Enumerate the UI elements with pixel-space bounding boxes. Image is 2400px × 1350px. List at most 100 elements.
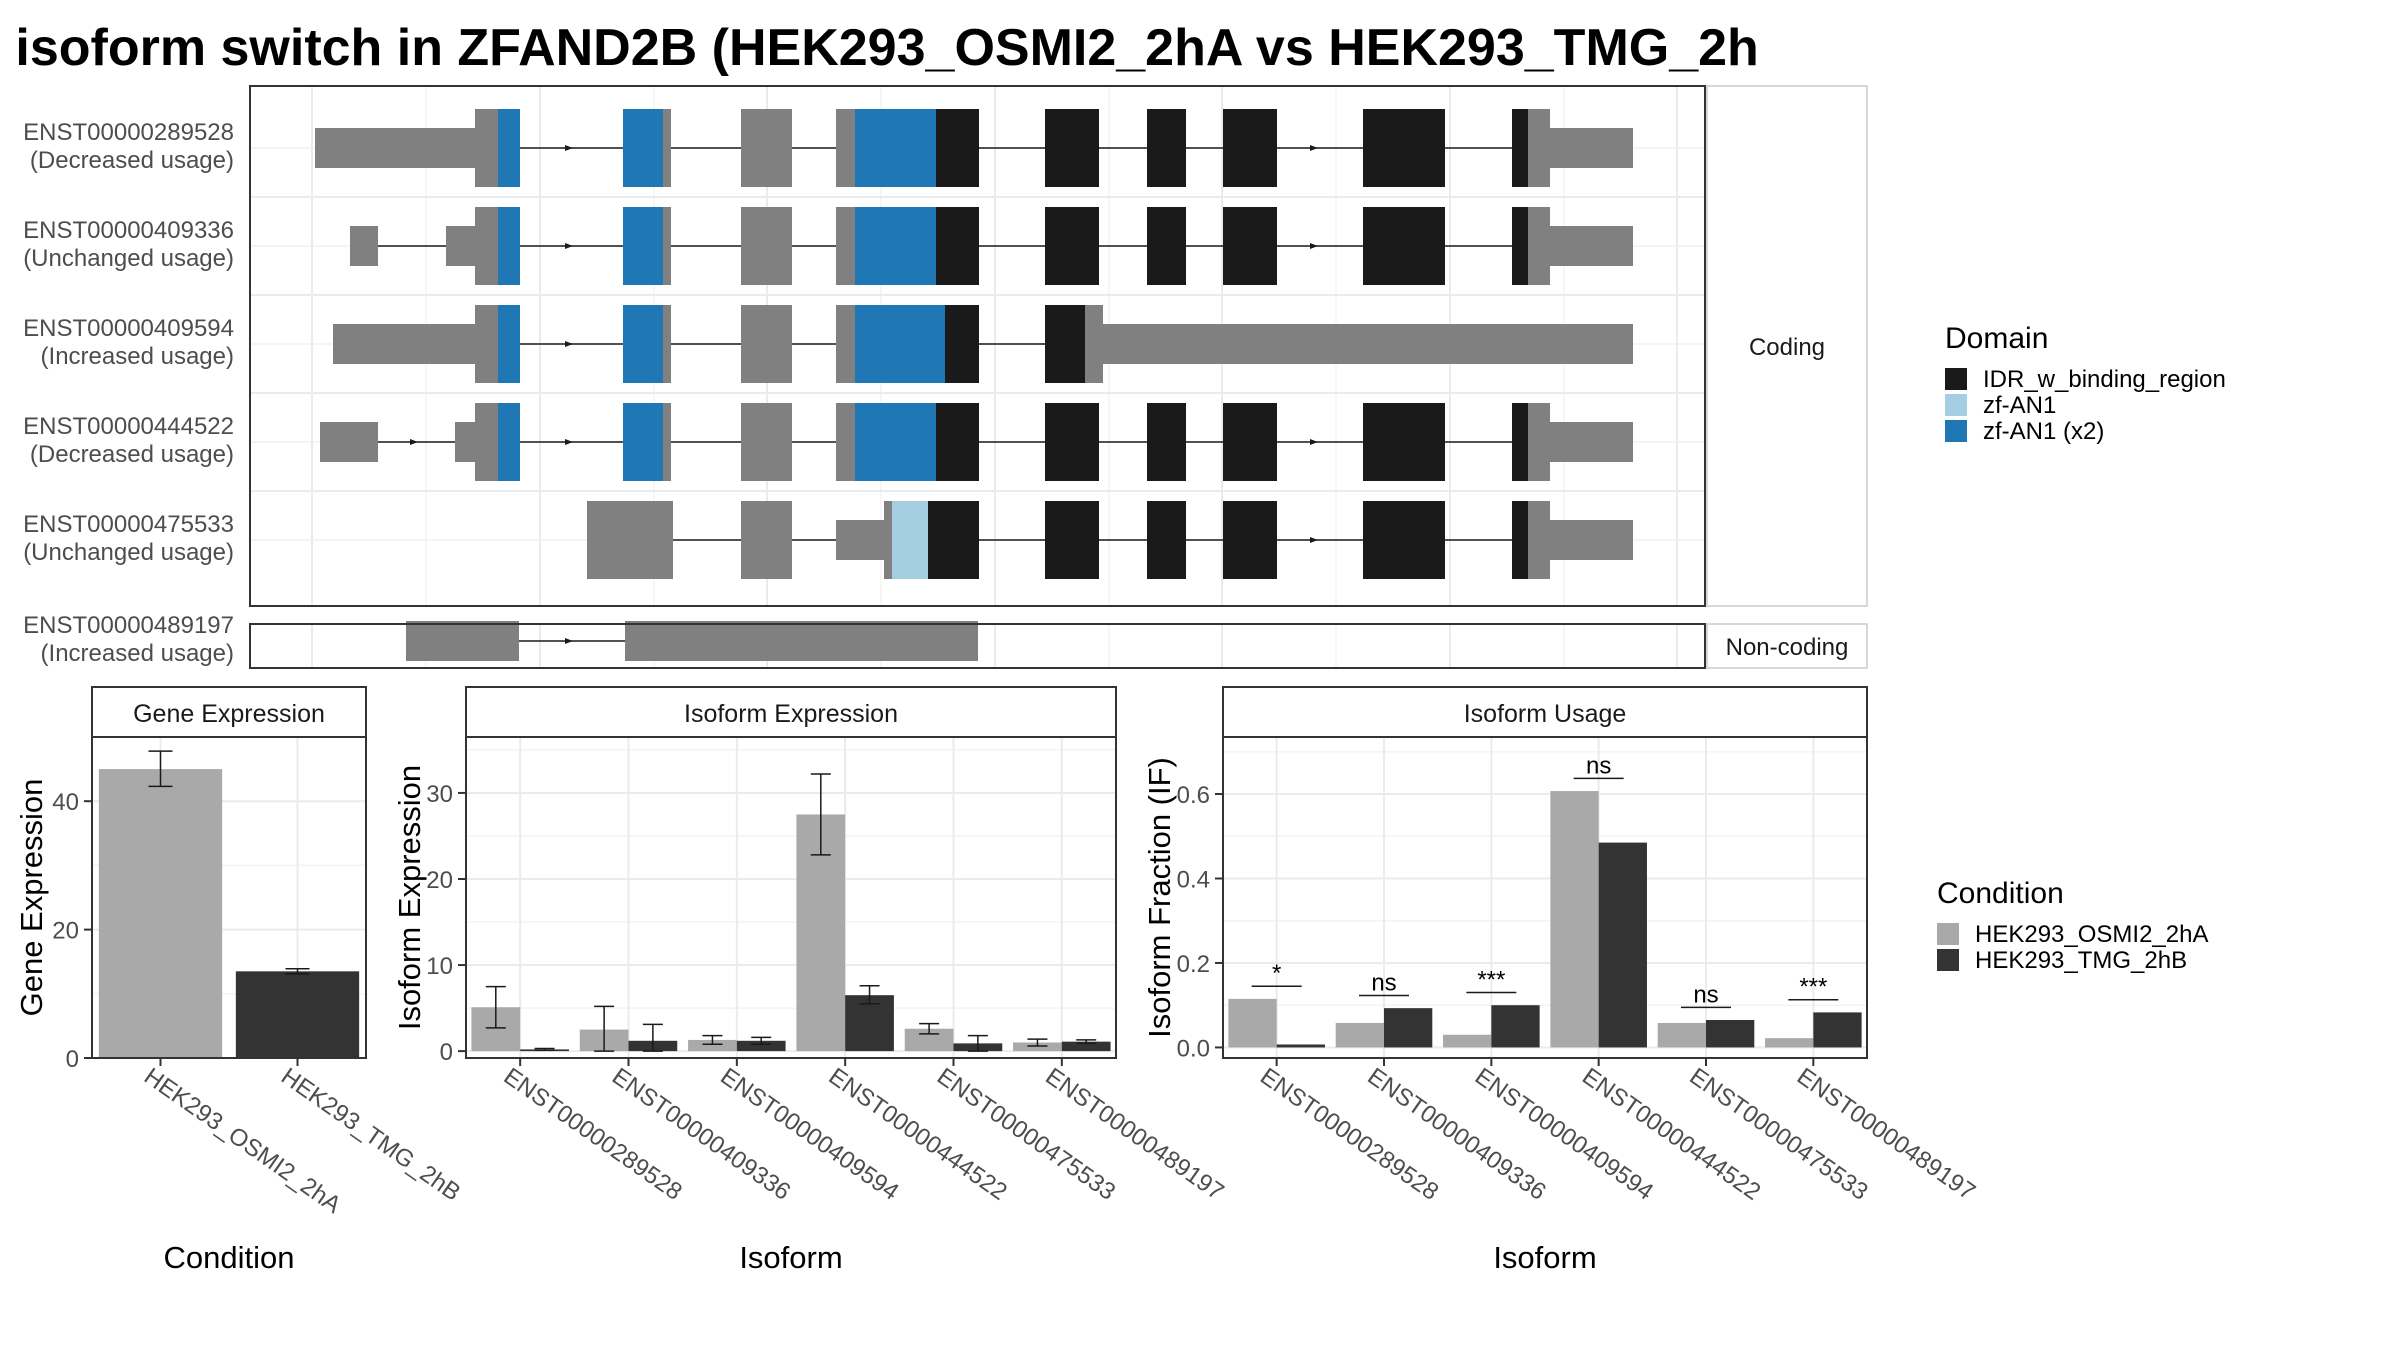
zf-an1-domain-block <box>855 109 936 187</box>
intron-arrow <box>1310 243 1318 249</box>
y-tick-label: 0 <box>66 1046 79 1073</box>
y-tick-label: 0.0 <box>1177 1035 1210 1062</box>
bar-HEK293_OSMI2_2hA <box>98 769 223 1058</box>
exon <box>587 501 673 579</box>
x-axis-title: Condition <box>164 1240 295 1275</box>
bar-osmi2-ENST00000409336 <box>1335 1022 1384 1048</box>
chart-2: Isoform Expression 0 10 20 30 ENST00000289528… <box>392 686 1229 1275</box>
exon <box>475 305 498 383</box>
exon <box>350 226 378 266</box>
y-axis-title: Isoform Fraction (IF) <box>1142 757 1177 1038</box>
chart-title: Isoform Expression <box>684 700 898 728</box>
idr-domain-block <box>1223 403 1277 481</box>
transcript-usage: (Unchanged usage) <box>23 245 234 272</box>
exon <box>663 109 671 187</box>
idr-domain-block <box>936 403 979 481</box>
x-tick-label: ENST00000444522 <box>824 1063 1012 1206</box>
chart-title: Isoform Usage <box>1464 700 1627 728</box>
transcript-id: ENST00000409336 <box>23 217 234 244</box>
y-tick-label: 20 <box>426 867 453 894</box>
legend-condition-key <box>1937 923 1959 945</box>
idr-domain-block <box>1045 109 1099 187</box>
exon <box>836 207 855 285</box>
x-tick-label: ENST00000409336 <box>607 1063 795 1206</box>
bar-tmg-ENST00000475533 <box>1706 1019 1755 1048</box>
idr-domain-block <box>1512 207 1528 285</box>
transcript-id: ENST00000409594 <box>23 315 234 342</box>
y-tick-label: 0.2 <box>1177 951 1210 978</box>
intron-arrow <box>565 145 573 151</box>
exon <box>315 128 475 168</box>
legend-domain-label: zf-AN1 (x2) <box>1983 418 2104 445</box>
y-tick-label: 30 <box>426 781 453 808</box>
idr-domain-block <box>1045 403 1099 481</box>
exon <box>836 305 855 383</box>
transcript-usage: (Increased usage) <box>41 640 234 667</box>
transcript-usage: (Unchanged usage) <box>23 539 234 566</box>
exon <box>663 207 671 285</box>
figure-title-text: e isoform switch in ZFAND2B (HEK293_OSMI… <box>0 19 1759 77</box>
idr-domain-block <box>1045 501 1099 579</box>
idr-domain-block <box>1223 109 1277 187</box>
zf-an1-domain-block <box>623 305 663 383</box>
idr-domain-block <box>1512 109 1528 187</box>
isoform-structure-panel: ENST00000289528(Decreased usage) ENST0000… <box>23 85 1868 669</box>
y-axis-title: Gene Expression <box>14 779 49 1017</box>
bar-osmi2-ENST00000409594 <box>1443 1034 1492 1048</box>
x-tick-label: ENST00000289528 <box>499 1063 687 1206</box>
transcript-ENST00000409336 <box>350 207 1633 285</box>
transcript-label: ENST00000444522(Decreased usage) <box>23 413 234 468</box>
exon <box>1528 501 1550 579</box>
transcript-id: ENST00000489197 <box>23 612 234 639</box>
transcript-id: ENST00000444522 <box>23 413 234 440</box>
idr-domain-block <box>1223 501 1277 579</box>
exon <box>741 501 792 579</box>
facet-strip <box>1706 85 1868 607</box>
plot-border <box>465 736 1117 1059</box>
transcript-ENST00000289528 <box>315 109 1633 187</box>
transcript-ENST00000475533 <box>587 501 1633 579</box>
exon <box>741 305 792 383</box>
figure-title: e isoform switch in ZFAND2B (HEK293_OSMI… <box>0 18 1870 78</box>
zf-an1-domain-block <box>855 305 945 383</box>
bar-tmg-ENST00000489197 <box>1061 1041 1111 1052</box>
idr-domain-block <box>1147 109 1186 187</box>
intron-arrow <box>1310 537 1318 543</box>
plot-area <box>466 737 1116 1058</box>
zf-an1-domain-block <box>623 403 663 481</box>
legend-condition-key <box>1937 949 1959 971</box>
exon <box>1550 226 1633 266</box>
legend-domain-key <box>1945 420 1967 442</box>
legend-domain-key <box>1945 368 1967 390</box>
exon <box>475 207 498 285</box>
exon <box>455 422 475 462</box>
facet-strip <box>91 686 367 738</box>
x-tick-label: ENST00000475533 <box>932 1063 1120 1206</box>
idr-domain-block <box>1512 403 1528 481</box>
transcript-id: ENST00000289528 <box>23 119 234 146</box>
idr-domain-block <box>1147 501 1186 579</box>
structure-panel-border <box>249 623 1706 669</box>
structure-panel-border <box>249 85 1706 607</box>
legend-condition-label: HEK293_OSMI2_2hA <box>1975 921 2208 948</box>
bar-tmg-ENST00000289528 <box>1276 1044 1325 1048</box>
idr-domain-block <box>1512 501 1528 579</box>
idr-domain-block <box>1363 403 1445 481</box>
zf-an1-domain-block <box>855 207 936 285</box>
exon <box>1550 520 1633 560</box>
significance-label: ns <box>1371 969 1396 996</box>
exon <box>741 109 792 187</box>
x-tick-label: ENST00000489197 <box>1040 1063 1228 1206</box>
exon <box>446 226 475 266</box>
intron-arrow <box>565 638 573 644</box>
bar-osmi2-ENST00000489197 <box>1013 1042 1062 1052</box>
exon <box>663 305 671 383</box>
intron-arrow <box>565 243 573 249</box>
transcript-usage: (Increased usage) <box>41 343 234 370</box>
x-tick-label: ENST00000444522 <box>1577 1063 1765 1206</box>
zf-an1-domain-block <box>498 207 520 285</box>
transcript-usage: (Decreased usage) <box>30 147 234 174</box>
y-tick-label: 0.6 <box>1177 782 1210 809</box>
bar-tmg-ENST00000444522 <box>1598 842 1647 1048</box>
bar-osmi2-ENST00000489197 <box>1765 1038 1814 1048</box>
